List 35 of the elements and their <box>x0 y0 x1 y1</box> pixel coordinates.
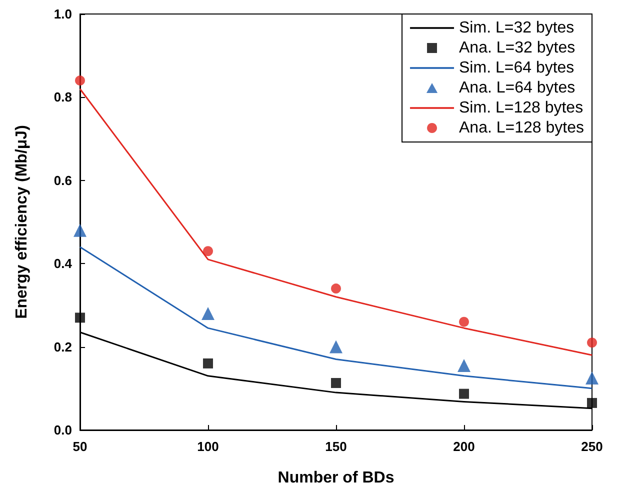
x-axis-title: Number of BDs <box>278 470 394 486</box>
point <box>587 338 597 348</box>
x-tick-label: 150 <box>325 439 347 454</box>
point <box>459 316 469 327</box>
point <box>586 372 598 384</box>
y-tick-label: 0.8 <box>54 90 72 105</box>
point <box>203 358 213 368</box>
point <box>587 398 597 408</box>
legend-label: Ana. L=128 bytes <box>459 120 584 136</box>
x-tick-label: 200 <box>453 439 475 454</box>
x-tick-label: 100 <box>197 439 219 454</box>
point <box>458 359 470 372</box>
legend-label: Sim. L=64 bytes <box>459 60 574 76</box>
point <box>331 378 341 388</box>
y-tick-label: 0.4 <box>54 256 73 272</box>
y-tick-label: 0.2 <box>54 339 72 354</box>
point <box>330 340 342 354</box>
x-tick-label: 50 <box>72 439 88 454</box>
x-tick-label: 250 <box>581 439 603 454</box>
point <box>75 312 85 323</box>
y-tick-label: 0.6 <box>54 172 72 188</box>
point <box>75 76 85 86</box>
point <box>74 224 86 237</box>
legend-label: Ana. L=32 bytes <box>459 40 576 56</box>
legend-label: Sim. L=32 bytes <box>459 20 574 36</box>
point <box>203 246 213 256</box>
line-series <box>79 246 593 390</box>
y-axis-title: Energy efficiency (Mb/μJ) <box>14 125 30 319</box>
point <box>202 307 214 320</box>
y-tick-label: 0.0 <box>54 422 72 438</box>
point <box>459 388 469 399</box>
point <box>331 284 341 294</box>
legend-label: Sim. L=128 bytes <box>459 100 584 116</box>
legend-label: Ana. L=64 bytes <box>459 80 576 96</box>
y-tick-label: 1.0 <box>54 6 72 22</box>
